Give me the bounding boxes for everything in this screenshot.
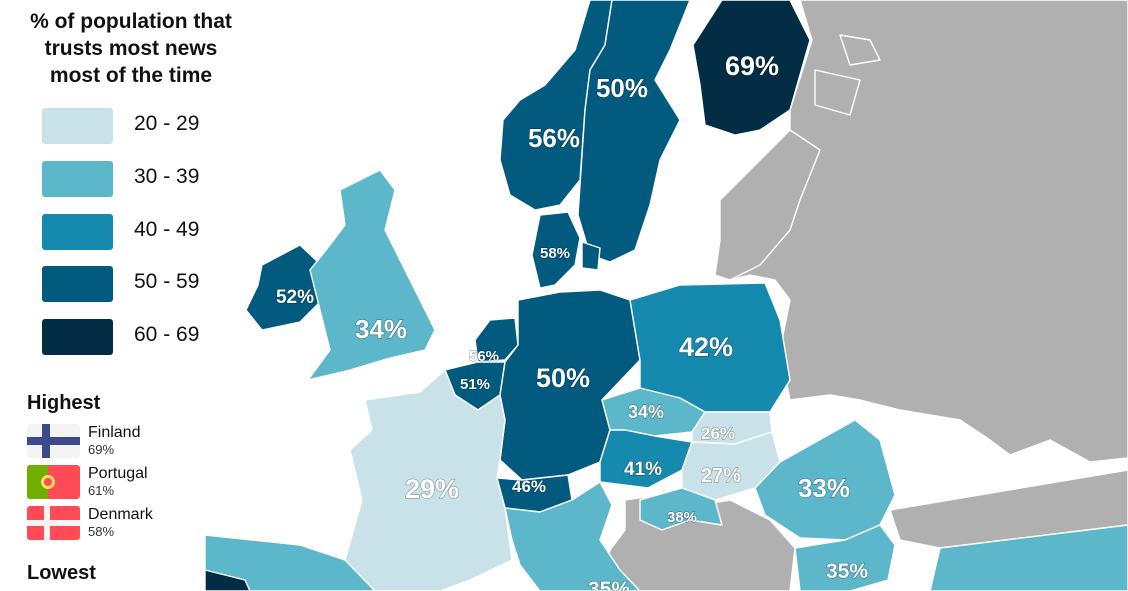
legend-range-label: 50 - 59 — [134, 270, 200, 293]
black-sea-coast — [929, 524, 1128, 591]
baltic-region — [714, 129, 821, 281]
lowest-title: Lowest — [27, 562, 96, 584]
legend-title-line-1: % of population that — [30, 10, 232, 33]
germany — [499, 289, 641, 481]
legend-title-line-2: trusts most news — [44, 37, 218, 60]
label-belgium: 51% — [460, 376, 490, 393]
legend-row: 60 - 69 — [42, 319, 262, 355]
legend-row: 50 - 59 — [42, 266, 262, 302]
portugal-flag-icon — [27, 465, 80, 499]
uk — [307, 169, 436, 381]
bulgaria — [794, 524, 896, 591]
legend-title: % of population that trusts most news mo… — [0, 8, 262, 89]
legend-row: 30 - 39 — [42, 161, 262, 197]
highest-country-value: 61% — [88, 483, 115, 498]
highest-country-name: Finland — [88, 424, 141, 441]
label-norway: 56% — [528, 123, 580, 153]
label-poland: 42% — [679, 332, 733, 362]
italy — [504, 481, 641, 591]
legend-swatch — [42, 319, 113, 355]
highest-country-name: Denmark — [88, 506, 153, 523]
sweden — [577, 0, 691, 263]
ireland — [245, 244, 323, 331]
denmark-islands — [581, 241, 601, 271]
denmark-flag-icon — [27, 506, 80, 540]
kola-peninsula — [839, 34, 881, 66]
label-uk: 34% — [355, 314, 407, 344]
label-netherlands: 56% — [469, 348, 499, 365]
legend-title-line-3: most of the time — [49, 64, 213, 87]
label-sweden: 50% — [596, 73, 648, 103]
legend-swatch — [42, 108, 113, 144]
finland-flag-icon — [27, 424, 80, 458]
label-germany: 50% — [536, 363, 590, 393]
label-italy: 35% — [588, 578, 630, 591]
label-denmark: 58% — [540, 245, 570, 262]
legend-swatch — [42, 161, 113, 197]
label-slovakia: 26% — [701, 424, 735, 443]
highest-item-portugal: Portugal 61% — [27, 465, 227, 501]
netherlands — [474, 317, 519, 363]
finland — [692, 0, 811, 136]
label-ireland: 52% — [276, 287, 314, 308]
highest-country-value: 58% — [88, 524, 115, 539]
label-switzerland: 46% — [512, 477, 546, 496]
highest-item-denmark: Denmark 58% — [27, 506, 227, 542]
label-croatia: 38% — [667, 509, 697, 526]
no-data-land — [599, 0, 1128, 591]
label-austria: 41% — [624, 459, 662, 480]
legend-range-label: 60 - 69 — [134, 323, 200, 346]
legend-range-label: 40 - 49 — [134, 218, 200, 241]
legend-swatch — [42, 266, 113, 302]
label-romania: 33% — [798, 473, 850, 503]
highest-item-finland: Finland 69% — [27, 424, 227, 460]
highest-country-value: 69% — [88, 442, 115, 457]
denmark — [531, 211, 581, 289]
label-finland: 69% — [725, 51, 779, 81]
highest-country-name: Portugal — [88, 465, 148, 482]
highest-title: Highest — [27, 392, 101, 414]
karelia-region — [814, 69, 861, 116]
legend-row: 20 - 29 — [42, 108, 262, 144]
legend-swatch — [42, 214, 113, 250]
label-france: 29% — [405, 474, 459, 504]
legend-row: 40 - 49 — [42, 214, 262, 250]
label-bulgaria: 35% — [826, 560, 868, 583]
label-hungary: 27% — [701, 465, 741, 487]
portugal — [204, 569, 251, 591]
label-czechia: 34% — [628, 402, 664, 422]
legend-range-label: 20 - 29 — [134, 112, 200, 135]
croatia — [639, 487, 723, 531]
legend-range-label: 30 - 39 — [134, 165, 200, 188]
